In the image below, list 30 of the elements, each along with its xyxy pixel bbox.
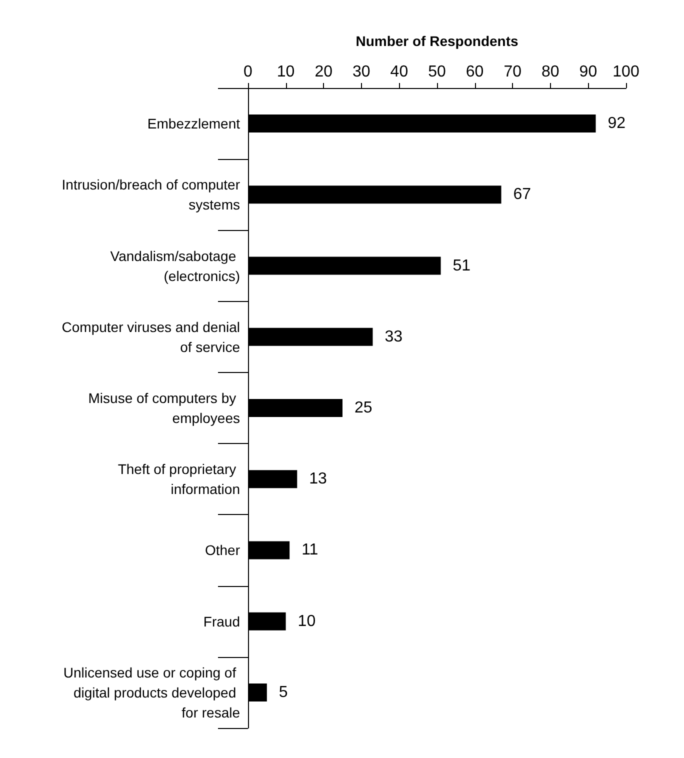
x-tick-label: 80: [542, 64, 560, 80]
x-tick-label: 0: [244, 64, 253, 80]
y-tick-label: Unlicensed use or coping of digital products developed for resale: [63, 664, 240, 720]
x-tick-label: 50: [428, 64, 446, 80]
x-tick-label: 40: [390, 64, 408, 80]
data-label: 92: [608, 115, 626, 132]
x-tick-label: 70: [504, 64, 522, 80]
y-tick-label: Misuse of computers by employees: [88, 390, 240, 426]
data-label: 10: [298, 612, 316, 630]
data-label: 67: [513, 186, 532, 204]
data-label: 11: [302, 542, 318, 559]
y-tick-label: Theft of proprietary information: [118, 461, 240, 498]
data-label: 5: [278, 684, 288, 701]
x-tick-label: 60: [466, 64, 484, 80]
data-label: 51: [452, 257, 471, 274]
y-tick-label: Other: [204, 542, 240, 558]
x-tick-label: 20: [314, 64, 333, 80]
y-tick-label: Intrusion/breach of computer systems: [62, 176, 240, 213]
x-tick-label: 30: [352, 64, 370, 80]
y-tick-label: Fraud: [203, 613, 240, 630]
data-label: 25: [354, 400, 372, 416]
data-label: 13: [309, 470, 328, 488]
y-tick-label: Vandalism/sabotage (electronics): [110, 248, 240, 284]
x-tick-label: 100: [612, 64, 640, 80]
data-label: 33: [384, 328, 403, 346]
x-axis-title: Number of Respondents: [356, 33, 518, 49]
x-tick-label: 90: [579, 64, 598, 80]
y-tick-label: Embezzlement: [147, 116, 240, 132]
y-tick-label: Computer viruses and denial of service: [62, 318, 240, 355]
x-tick-label: 10: [276, 64, 295, 80]
